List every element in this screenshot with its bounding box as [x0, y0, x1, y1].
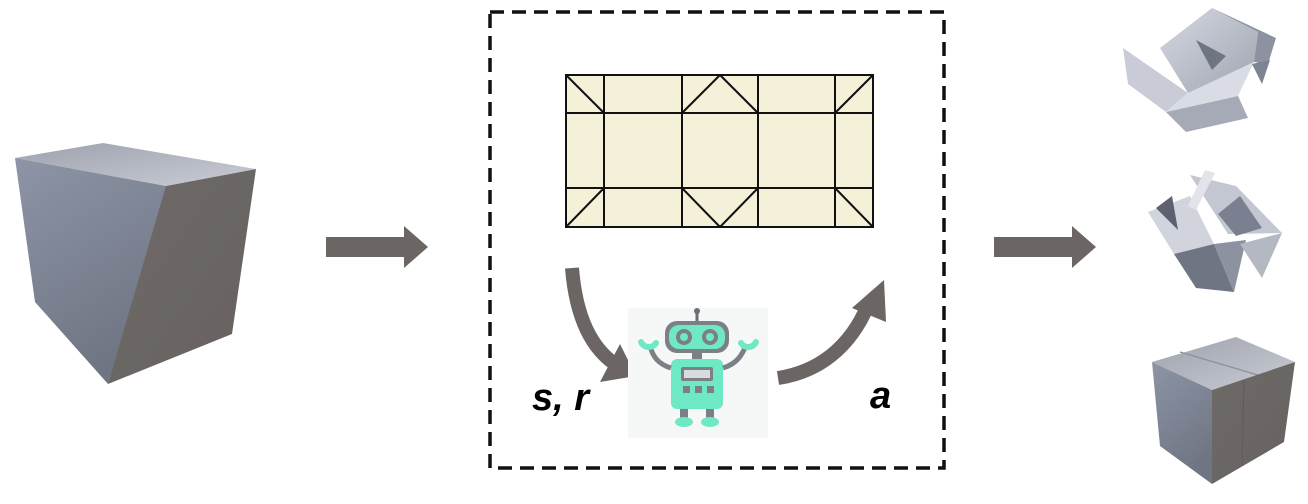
- crease-pattern-icon: [565, 74, 874, 228]
- folded-cube-icon: [1152, 337, 1295, 484]
- right-arrow: [994, 226, 1096, 268]
- left-arrow: [326, 226, 428, 268]
- state-reward-label: s, r: [532, 377, 591, 419]
- robot-icon: [628, 308, 768, 438]
- cube-icon: [15, 143, 256, 384]
- action-arrow: [776, 280, 886, 385]
- environment-frame: [488, 10, 946, 470]
- action-label: a: [870, 375, 891, 417]
- mostly-folded-box-icon: [1148, 170, 1282, 292]
- partially-folded-box-icon: [1123, 8, 1276, 132]
- observation-arrow: [565, 267, 636, 382]
